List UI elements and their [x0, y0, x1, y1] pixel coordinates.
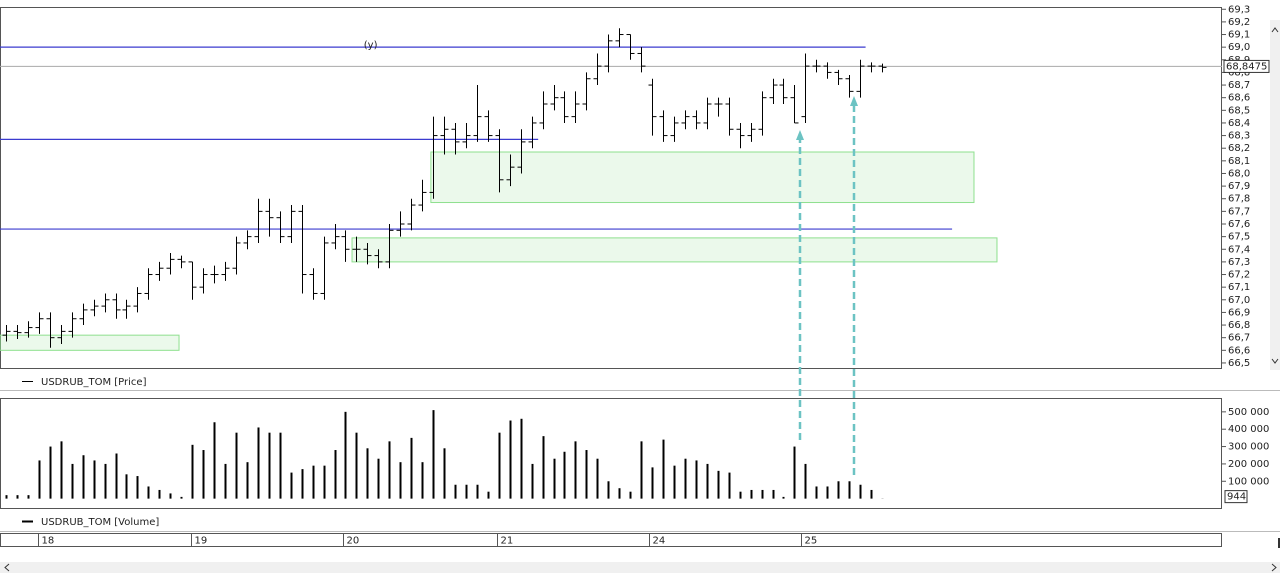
price-pane — [0, 7, 1222, 369]
y-tick-label: 67,7 — [1228, 206, 1250, 217]
x-tick-label: 18 — [42, 536, 55, 547]
x-tick-label: 24 — [653, 536, 666, 547]
arrows — [796, 96, 858, 475]
zone — [351, 237, 998, 263]
y-tick-label: 69,3 — [1228, 4, 1250, 15]
volume-pane — [0, 398, 1222, 509]
y-tick-label: 68,6 — [1228, 93, 1250, 104]
y-tick-label: 66,9 — [1228, 307, 1250, 318]
y-tick-label: 66,5 — [1228, 358, 1250, 369]
y-tick-label: 68,7 — [1228, 80, 1250, 91]
y-tick-label: 69,0 — [1228, 42, 1250, 53]
arrow-head — [796, 130, 804, 140]
y-tick-label: 400 000 — [1228, 424, 1269, 435]
y-tick-label: 67,8 — [1228, 194, 1250, 205]
y-tick-label: 66,7 — [1228, 333, 1250, 344]
y-tick-label: 68,3 — [1228, 131, 1250, 142]
zone — [0, 334, 180, 351]
last-volume-box — [1224, 490, 1248, 504]
last-volume-label: 944 — [1227, 492, 1246, 503]
scroll-right[interactable] — [1271, 563, 1277, 572]
x-tick-label: 20 — [347, 536, 360, 547]
y-tick-label: 300 000 — [1228, 442, 1269, 453]
last-price-label: 68,8475 — [1226, 61, 1267, 72]
last-price-box — [1223, 59, 1270, 73]
y-tick-label: 69,2 — [1228, 17, 1250, 28]
y-tick-label: 67,4 — [1228, 244, 1250, 255]
scroll-down[interactable] — [1271, 358, 1279, 364]
y-tick-label: 67,1 — [1228, 282, 1250, 293]
y-tick-label: 68,5 — [1228, 105, 1250, 116]
y-tick-label: 200 000 — [1228, 459, 1269, 470]
v-scrollbar[interactable] — [1270, 20, 1280, 370]
splitter[interactable] — [1278, 538, 1280, 548]
y-tick-label: 67,6 — [1228, 219, 1250, 230]
h-scrollbar[interactable] — [0, 562, 1280, 573]
x-tick-label: 21 — [501, 536, 514, 547]
y-tick-label: 100 000 — [1228, 476, 1269, 487]
y-tick-label: 69,1 — [1228, 30, 1250, 41]
y-tick-label: 68,4 — [1228, 118, 1250, 129]
scroll-up[interactable] — [1271, 27, 1279, 33]
scroll-left[interactable] — [4, 563, 10, 572]
legend-label: USDRUB_TOM [Price] — [41, 377, 147, 388]
y-tick-label: 67,3 — [1228, 257, 1250, 268]
zone — [430, 151, 975, 204]
y-tick-label: 68,0 — [1228, 168, 1250, 179]
y-tick-label: 67,2 — [1228, 270, 1250, 281]
x-tick-label: 25 — [805, 536, 818, 547]
y-tick-label: 68,1 — [1228, 156, 1250, 167]
arrow-head — [850, 96, 858, 106]
y-tick-label: 66,6 — [1228, 345, 1250, 356]
x-tick-label: 19 — [195, 536, 208, 547]
y-tick-label: 67,9 — [1228, 181, 1250, 192]
y-tick-label: 67,5 — [1228, 232, 1250, 243]
y-tick-label: 67,0 — [1228, 295, 1250, 306]
y-tick-label: 66,8 — [1228, 320, 1250, 331]
legend-label: USDRUB_TOM [Volume] — [41, 517, 159, 528]
annotation: (y) — [364, 40, 378, 51]
y-tick-label: 68,2 — [1228, 143, 1250, 154]
time-axis — [0, 533, 1222, 547]
y-tick-label: 500 000 — [1228, 407, 1269, 418]
